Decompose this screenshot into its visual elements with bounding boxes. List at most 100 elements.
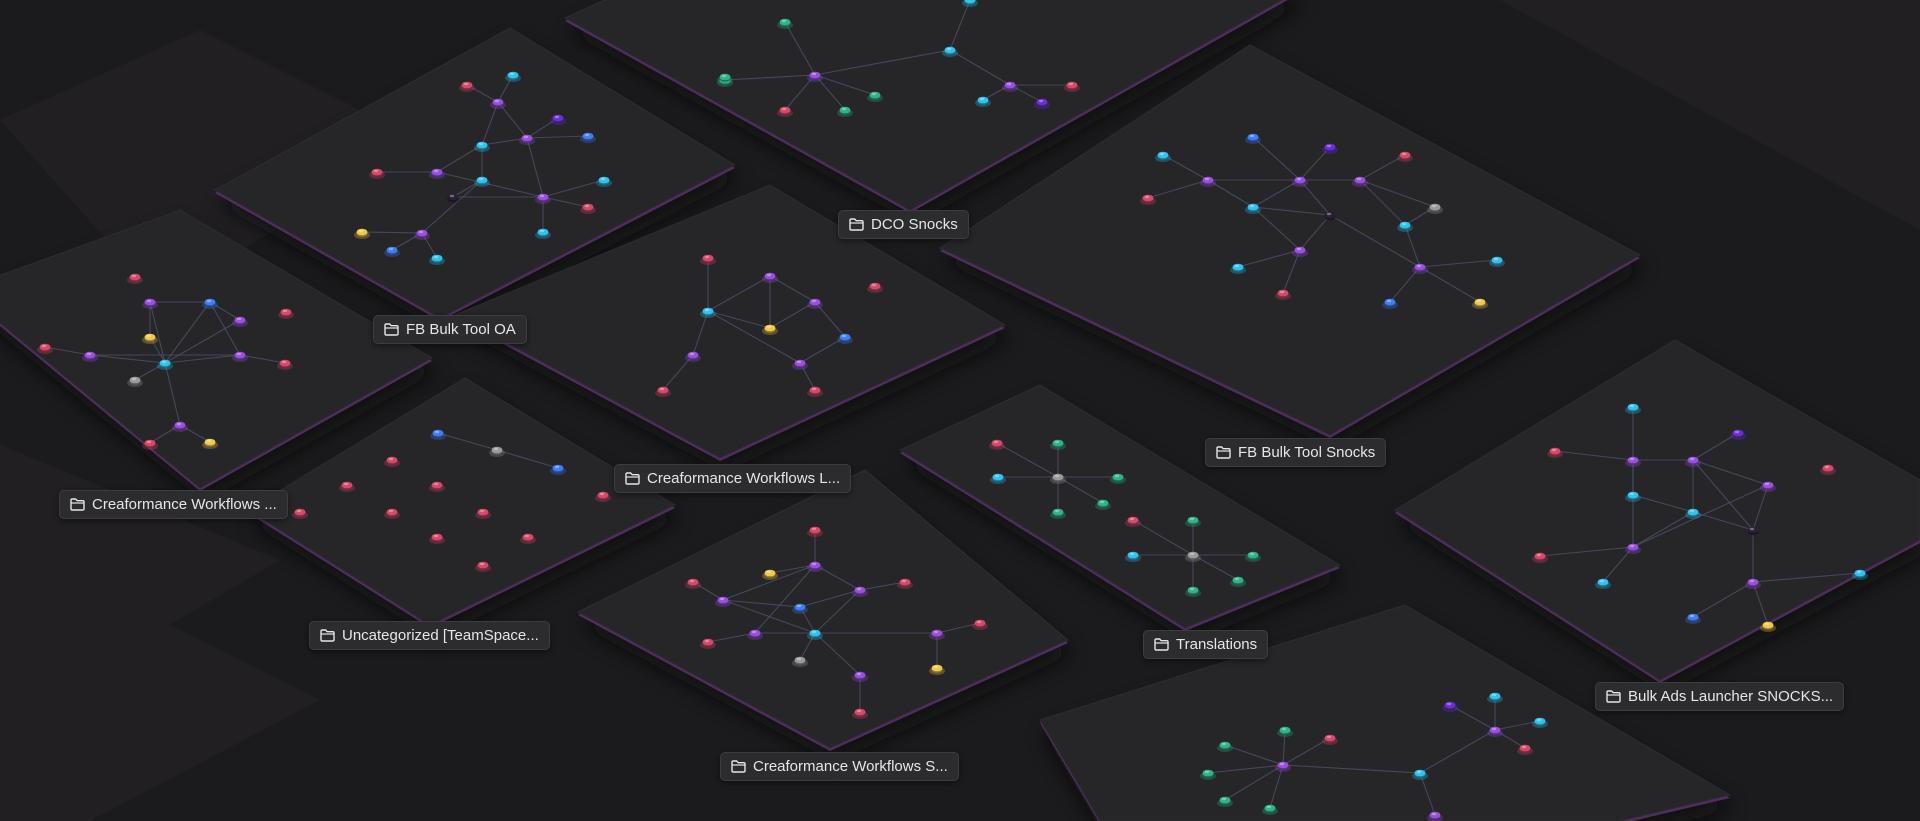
workflow-node[interactable]	[989, 439, 1005, 450]
workflow-node[interactable]	[837, 106, 853, 117]
workflow-node[interactable]	[1050, 439, 1066, 450]
workflow-node[interactable]	[807, 386, 823, 397]
workflow-node[interactable]	[1625, 543, 1641, 554]
folder-label-creaformance-workflows-1[interactable]: Creaformance Workflows ...	[59, 490, 288, 519]
workflow-node[interactable]	[1322, 143, 1338, 154]
workflow-node[interactable]	[1685, 613, 1701, 624]
workflow-node[interactable]	[157, 359, 173, 370]
folder-label-fb-bulk-tool-oa[interactable]: FB Bulk Tool OA	[373, 315, 527, 344]
workflow-node[interactable]	[1095, 499, 1111, 510]
workflow-node[interactable]	[474, 141, 490, 152]
folder-label-fb-bulk-tool-snocks[interactable]: FB Bulk Tool Snocks	[1205, 438, 1387, 467]
workflow-node[interactable]	[655, 386, 671, 397]
workflow-node[interactable]	[550, 114, 566, 125]
workflow-node[interactable]	[1685, 456, 1701, 467]
workflow-node[interactable]	[535, 193, 551, 204]
workflow-node[interactable]	[520, 533, 536, 544]
workflow-node[interactable]	[1322, 734, 1338, 745]
workflow-node[interactable]	[1487, 726, 1503, 737]
workflow-node[interactable]	[1760, 481, 1776, 492]
workflow-node[interactable]	[1200, 176, 1216, 187]
workflow-node[interactable]	[700, 307, 716, 318]
workflow-node[interactable]	[1245, 551, 1261, 562]
workflow-node[interactable]	[792, 359, 808, 370]
workflow-node[interactable]	[867, 282, 883, 293]
workflow-node[interactable]	[490, 98, 506, 109]
tile-fb-bulk-tool-snocks[interactable]	[938, 44, 1644, 449]
workflow-node[interactable]	[535, 228, 551, 239]
workflow-node[interactable]	[747, 629, 763, 640]
workflow-node[interactable]	[474, 176, 490, 187]
workflow-node[interactable]	[339, 481, 355, 492]
workflow-node[interactable]	[975, 96, 991, 107]
folder-label-dco-snocks[interactable]: DCO Snocks	[838, 210, 969, 239]
workflow-node[interactable]	[127, 273, 143, 284]
tile-dco-snocks[interactable]	[563, 0, 1304, 224]
workflow-node[interactable]	[429, 168, 445, 179]
workflow-node[interactable]	[142, 298, 158, 309]
workflow-node[interactable]	[369, 168, 385, 179]
workflow-node[interactable]	[777, 106, 793, 117]
workflow-node[interactable]	[1487, 692, 1503, 703]
workflow-node[interactable]	[852, 708, 868, 719]
workflow-node[interactable]	[580, 203, 596, 214]
workflow-node[interactable]	[1230, 576, 1246, 587]
workflow-node[interactable]	[1745, 526, 1761, 537]
tile-uncategorized-teamspace[interactable]	[247, 377, 679, 639]
workflow-node[interactable]	[1685, 508, 1701, 519]
folder-label-creaformance-workflows-s[interactable]: Creaformance Workflows S...	[720, 752, 959, 781]
tile-creaformance-workflows-l[interactable]	[453, 184, 1009, 472]
workflow-node[interactable]	[1472, 298, 1488, 309]
workflow-node[interactable]	[278, 308, 294, 319]
workflow-node[interactable]	[852, 671, 868, 682]
workflow-node[interactable]	[807, 561, 823, 572]
workflow-node[interactable]	[489, 446, 505, 457]
workflow-node[interactable]	[717, 73, 733, 84]
workflow-node[interactable]	[1397, 221, 1413, 232]
workflow-node[interactable]	[1262, 804, 1278, 815]
workflow-node[interactable]	[1412, 263, 1428, 274]
workflow-node[interactable]	[459, 81, 475, 92]
workflow-node[interactable]	[792, 603, 808, 614]
workflow-node[interactable]	[384, 456, 400, 467]
workflow-node[interactable]	[762, 324, 778, 335]
workflow-node[interactable]	[1200, 769, 1216, 780]
workflow-node[interactable]	[354, 228, 370, 239]
workflow-node[interactable]	[972, 619, 988, 630]
workflow-node[interactable]	[1050, 508, 1066, 519]
workflow-node[interactable]	[1532, 552, 1548, 563]
workflow-node[interactable]	[1185, 586, 1201, 597]
workflow-node[interactable]	[1292, 176, 1308, 187]
workflow-node[interactable]	[550, 464, 566, 475]
workflow-node[interactable]	[1532, 717, 1548, 728]
workflow-node[interactable]	[852, 586, 868, 597]
workflow-node[interactable]	[792, 656, 808, 667]
workflow-node[interactable]	[1185, 551, 1201, 562]
workflow-node[interactable]	[1245, 203, 1261, 214]
folder-label-creaformance-workflows-l[interactable]: Creaformance Workflows L...	[614, 464, 852, 493]
workflow-node[interactable]	[1002, 81, 1018, 92]
workflow-node[interactable]	[1745, 578, 1761, 589]
workflow-node[interactable]	[1322, 211, 1338, 222]
tile-creaformance-workflows-s[interactable]	[576, 469, 1072, 762]
workflow-node[interactable]	[82, 351, 98, 362]
workflow-node[interactable]	[475, 508, 491, 519]
tile-creaformance-workflows-1[interactable]	[0, 209, 436, 502]
workflow-node[interactable]	[1064, 81, 1080, 92]
workflow-node[interactable]	[1625, 456, 1641, 467]
workflow-node[interactable]	[807, 629, 823, 640]
workflow-node[interactable]	[595, 491, 611, 502]
workflow-node[interactable]	[1155, 151, 1171, 162]
workflow-node[interactable]	[1217, 741, 1233, 752]
workflow-node[interactable]	[1125, 516, 1141, 527]
tile-bottom-partial[interactable]	[1039, 604, 1734, 821]
workflow-node[interactable]	[1397, 151, 1413, 162]
workflow-node[interactable]	[384, 246, 400, 257]
workflow-node[interactable]	[292, 508, 308, 519]
workflow-node[interactable]	[37, 343, 53, 354]
tile-bulk-ads-launcher-snocks[interactable]	[1394, 339, 1920, 694]
workflow-node[interactable]	[1382, 298, 1398, 309]
workflow-node[interactable]	[277, 359, 293, 370]
workflow-node[interactable]	[715, 596, 731, 607]
workflow-node[interactable]	[414, 229, 430, 240]
